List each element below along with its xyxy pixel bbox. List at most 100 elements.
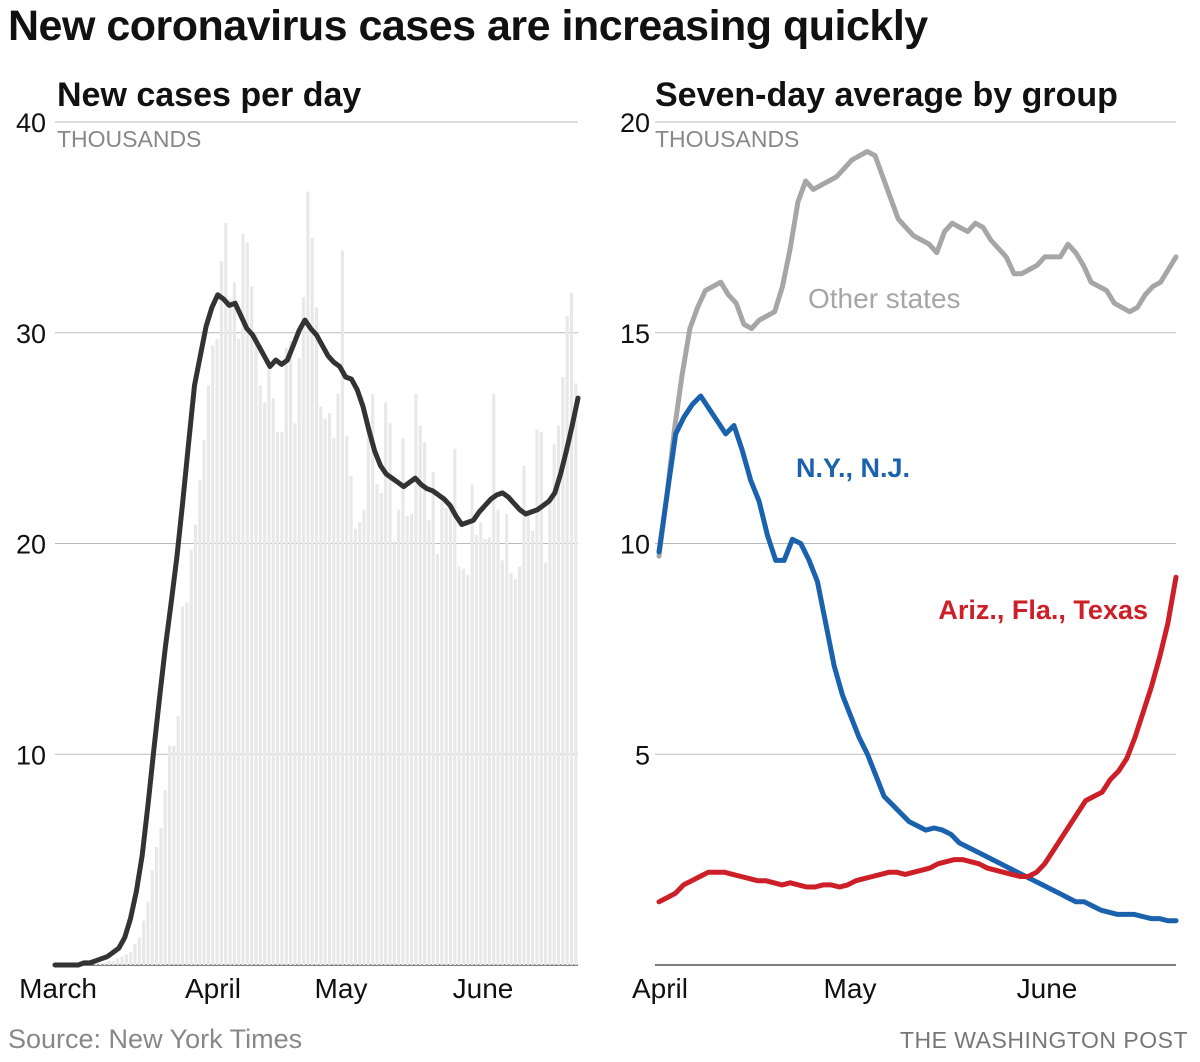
daily-case-bar	[319, 406, 323, 965]
left-y-tick-label: 20	[16, 530, 46, 560]
daily-case-bar	[289, 341, 293, 965]
daily-case-bar	[422, 442, 427, 966]
daily-case-bar	[509, 573, 513, 965]
left-chart-title: New cases per day	[57, 76, 361, 114]
daily-case-bar	[314, 307, 319, 966]
daily-case-bar	[440, 501, 444, 965]
daily-case-bar	[362, 509, 366, 965]
daily-case-bar	[327, 412, 332, 966]
daily-case-bar	[267, 364, 271, 965]
ariz-fla-texas-line	[656, 574, 1179, 905]
daily-case-bar	[483, 539, 487, 965]
left-bars	[94, 191, 578, 966]
daily-case-bar	[180, 606, 185, 965]
daily-case-bar	[103, 962, 107, 965]
daily-case-bar	[522, 465, 526, 965]
daily-case-bar	[215, 339, 219, 965]
daily-case-bar	[470, 484, 474, 965]
daily-case-bar	[228, 299, 232, 965]
daily-case-bar	[565, 315, 569, 965]
daily-case-bar	[150, 870, 154, 965]
daily-case-bar	[526, 509, 530, 965]
daily-case-bar	[206, 385, 211, 965]
daily-case-bar	[474, 535, 478, 965]
daily-case-bar	[414, 393, 418, 965]
daily-case-bar	[137, 937, 141, 965]
daily-case-bar	[479, 522, 483, 965]
right-x-ticks: April May June	[632, 973, 1077, 1004]
daily-case-bar	[276, 431, 280, 965]
daily-case-bar	[241, 233, 245, 965]
left-y-tick-label: 30	[16, 319, 46, 349]
daily-case-bar	[219, 261, 223, 966]
daily-case-bar	[120, 956, 124, 965]
daily-case-bar	[111, 960, 115, 965]
other-states-label: Other states	[808, 283, 961, 314]
daily-case-bar	[306, 191, 310, 966]
daily-case-bar	[172, 745, 176, 965]
daily-case-bar	[461, 568, 466, 965]
daily-case-bar	[332, 438, 336, 965]
daily-case-bar	[539, 431, 543, 965]
left-y-tick-label: 40	[16, 108, 46, 138]
daily-case-bar	[513, 579, 517, 965]
daily-case-bar	[142, 920, 146, 965]
left-chart: 40 30 20 10 March April May June New cases per…	[16, 76, 581, 1004]
daily-case-bar	[349, 476, 353, 965]
right-x-tick-label: June	[1017, 973, 1078, 1004]
daily-case-bar	[371, 393, 375, 965]
daily-case-bar	[124, 954, 128, 965]
right-chart-title: Seven-day average by group	[655, 76, 1118, 114]
daily-case-bar	[232, 282, 236, 965]
daily-case-bar	[453, 448, 457, 966]
daily-case-bar	[531, 530, 535, 965]
daily-case-bar	[505, 513, 509, 965]
ariz-fla-texas-label: Ariz., Fla., Texas	[938, 595, 1148, 625]
daily-case-bar	[401, 438, 405, 965]
daily-case-bar	[418, 425, 422, 966]
source-note: Source: New York Times	[8, 1024, 303, 1054]
daily-case-bar	[544, 562, 548, 965]
daily-case-bar	[535, 429, 539, 965]
daily-case-bar	[518, 566, 522, 965]
daily-case-bar	[245, 242, 249, 965]
daily-case-bar	[500, 560, 504, 965]
daily-case-bar	[548, 497, 552, 965]
left-x-tick-label: March	[19, 973, 97, 1004]
daily-case-bar	[98, 962, 102, 965]
daily-case-bar	[176, 716, 180, 965]
daily-case-bar	[492, 393, 496, 965]
daily-case-bar	[310, 237, 314, 966]
daily-case-bar	[448, 505, 453, 965]
right-y-ticks: 20 15 10 5	[620, 108, 650, 770]
daily-case-bar	[431, 471, 435, 965]
daily-case-bar	[379, 492, 383, 965]
daily-case-bar	[435, 554, 440, 965]
left-x-tick-label: June	[453, 973, 514, 1004]
daily-case-bar	[163, 790, 167, 965]
other-states-line	[656, 149, 1179, 559]
daily-case-bar	[193, 524, 198, 965]
daily-case-bar	[263, 402, 267, 965]
daily-case-bar	[366, 429, 370, 965]
daily-case-bar	[293, 423, 297, 965]
daily-case-bar	[271, 398, 275, 965]
left-y-ticks: 40 30 20 10	[16, 108, 46, 770]
daily-case-bar	[375, 484, 379, 965]
daily-case-bar	[301, 296, 306, 965]
daily-case-bar	[457, 566, 461, 965]
daily-case-bar	[254, 332, 258, 965]
daily-case-bar	[384, 402, 388, 965]
daily-case-bar	[284, 347, 288, 965]
ny-nj-line	[656, 393, 1179, 924]
left-x-ticks: March April May June	[19, 973, 513, 1004]
daily-case-bar	[129, 952, 133, 965]
daily-case-bar	[198, 480, 202, 965]
daily-case-bar	[574, 383, 578, 966]
daily-case-bar	[146, 901, 150, 965]
daily-case-bar	[336, 393, 340, 965]
daily-case-bar	[444, 507, 448, 965]
daily-case-bar	[427, 520, 431, 965]
daily-case-bar	[211, 345, 215, 965]
